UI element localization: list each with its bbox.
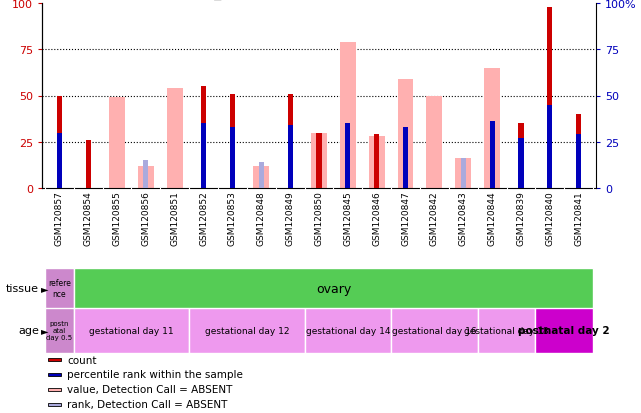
Bar bbox=[461, 159, 466, 189]
Bar bbox=[201, 87, 206, 189]
Bar bbox=[47, 388, 62, 391]
Bar bbox=[201, 124, 206, 189]
Text: gestational day 16: gestational day 16 bbox=[392, 326, 477, 335]
Text: rank, Detection Call = ABSENT: rank, Detection Call = ABSENT bbox=[67, 399, 228, 409]
Text: GSM120850: GSM120850 bbox=[315, 191, 324, 246]
Bar bbox=[490, 122, 495, 189]
Bar bbox=[288, 95, 293, 189]
Text: GSM120843: GSM120843 bbox=[459, 191, 468, 246]
Text: percentile rank within the sample: percentile rank within the sample bbox=[67, 370, 243, 380]
Bar bbox=[47, 373, 62, 376]
Bar bbox=[230, 95, 235, 189]
Bar bbox=[74, 308, 189, 353]
Bar bbox=[345, 124, 351, 189]
Text: gestational day 14: gestational day 14 bbox=[306, 326, 390, 335]
Bar bbox=[167, 89, 183, 189]
Text: postnatal day 2: postnatal day 2 bbox=[519, 326, 610, 336]
Text: gestational day 11: gestational day 11 bbox=[89, 326, 174, 335]
Bar bbox=[374, 135, 379, 189]
Bar bbox=[426, 96, 442, 189]
Text: value, Detection Call = ABSENT: value, Detection Call = ABSENT bbox=[67, 385, 232, 394]
Bar bbox=[311, 133, 327, 189]
Text: GSM120842: GSM120842 bbox=[430, 191, 439, 245]
Bar bbox=[288, 126, 293, 189]
Bar bbox=[547, 8, 553, 189]
Bar bbox=[47, 358, 62, 361]
Bar bbox=[138, 166, 154, 189]
Bar bbox=[144, 161, 149, 189]
Text: GSM120847: GSM120847 bbox=[401, 191, 410, 246]
Text: ►: ► bbox=[42, 283, 49, 293]
Text: count: count bbox=[67, 355, 96, 365]
Bar bbox=[519, 124, 524, 189]
Text: GSM120849: GSM120849 bbox=[286, 191, 295, 246]
Bar bbox=[340, 43, 356, 189]
Bar bbox=[484, 69, 500, 189]
Bar bbox=[85, 140, 91, 189]
Text: GSM120848: GSM120848 bbox=[257, 191, 266, 246]
Text: gestational day 18: gestational day 18 bbox=[464, 326, 549, 335]
Text: ovary: ovary bbox=[316, 282, 351, 295]
Bar bbox=[391, 308, 478, 353]
Text: GSM120840: GSM120840 bbox=[545, 191, 554, 246]
Bar bbox=[45, 268, 74, 308]
Bar bbox=[576, 135, 581, 189]
Bar bbox=[519, 139, 524, 189]
Bar bbox=[56, 96, 62, 189]
Text: GSM120846: GSM120846 bbox=[372, 191, 381, 246]
Text: GSM120856: GSM120856 bbox=[142, 191, 151, 246]
Text: refere
nce: refere nce bbox=[48, 279, 71, 298]
Text: GSM120855: GSM120855 bbox=[113, 191, 122, 246]
Bar bbox=[478, 308, 535, 353]
Text: GSM120854: GSM120854 bbox=[84, 191, 93, 246]
Text: GSM120857: GSM120857 bbox=[55, 191, 64, 246]
Text: postn
atal
day 0.5: postn atal day 0.5 bbox=[46, 321, 72, 341]
Bar bbox=[535, 308, 593, 353]
Text: GSM120852: GSM120852 bbox=[199, 191, 208, 246]
Text: age: age bbox=[18, 326, 39, 336]
Bar bbox=[317, 133, 322, 189]
Bar bbox=[403, 128, 408, 189]
Bar bbox=[189, 308, 304, 353]
Text: GSM120839: GSM120839 bbox=[517, 191, 526, 246]
Bar bbox=[455, 159, 471, 189]
Bar bbox=[47, 403, 62, 406]
Bar bbox=[45, 308, 74, 353]
Bar bbox=[576, 115, 581, 189]
Text: ►: ► bbox=[42, 326, 49, 336]
Text: GSM120851: GSM120851 bbox=[171, 191, 179, 246]
Bar bbox=[230, 128, 235, 189]
Bar bbox=[109, 98, 125, 189]
Text: GSM120841: GSM120841 bbox=[574, 191, 583, 246]
Text: tissue: tissue bbox=[6, 283, 39, 293]
Bar bbox=[397, 80, 413, 189]
Text: GSM120853: GSM120853 bbox=[228, 191, 237, 246]
Text: GSM120845: GSM120845 bbox=[344, 191, 353, 246]
Bar bbox=[56, 133, 62, 189]
Bar bbox=[369, 137, 385, 189]
Bar bbox=[304, 308, 391, 353]
Text: gestational day 12: gestational day 12 bbox=[204, 326, 289, 335]
Bar bbox=[253, 166, 269, 189]
Bar bbox=[259, 163, 264, 189]
Bar bbox=[547, 105, 553, 189]
Text: GSM120844: GSM120844 bbox=[488, 191, 497, 245]
